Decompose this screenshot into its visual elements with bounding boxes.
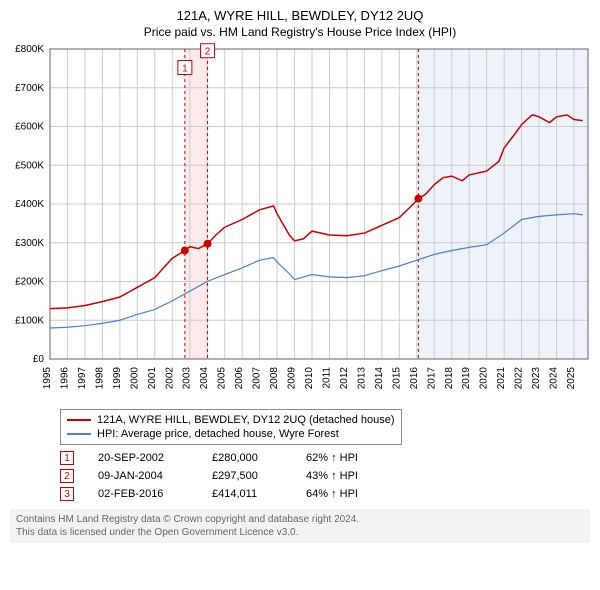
sale-date: 02-FEB-2016 — [98, 488, 188, 500]
chart-title: 121A, WYRE HILL, BEWDLEY, DY12 2UQ — [10, 8, 590, 23]
svg-text:2011: 2011 — [321, 367, 332, 389]
sale-badge: 1 — [60, 451, 74, 465]
svg-text:2005: 2005 — [217, 367, 228, 390]
svg-text:2019: 2019 — [461, 367, 472, 390]
legend-label: 121A, WYRE HILL, BEWDLEY, DY12 2UQ (deta… — [97, 414, 395, 426]
svg-text:£700K: £700K — [15, 83, 44, 94]
sale-row: 3 02-FEB-2016 £414,011 64% ↑ HPI — [60, 485, 590, 503]
footer-line-1: Contains HM Land Registry data © Crown c… — [16, 513, 584, 526]
svg-text:£300K: £300K — [15, 238, 44, 249]
svg-text:2017: 2017 — [426, 367, 437, 390]
svg-text:2021: 2021 — [496, 367, 507, 390]
sale-delta: 43% ↑ HPI — [306, 470, 358, 482]
legend-swatch — [67, 419, 91, 421]
sale-price: £414,011 — [212, 488, 282, 500]
svg-text:2015: 2015 — [391, 367, 402, 390]
svg-text:2001: 2001 — [147, 367, 158, 390]
footer-line-2: This data is licensed under the Open Gov… — [16, 526, 584, 539]
svg-text:£800K: £800K — [15, 44, 44, 55]
sale-row: 2 09-JAN-2004 £297,500 43% ↑ HPI — [60, 467, 590, 485]
svg-text:2018: 2018 — [444, 367, 455, 390]
svg-text:2025: 2025 — [566, 367, 577, 390]
sale-badge: 3 — [60, 487, 74, 501]
svg-text:1997: 1997 — [77, 367, 88, 390]
svg-text:2012: 2012 — [339, 367, 350, 390]
svg-text:2016: 2016 — [409, 367, 420, 390]
line-chart-svg: £0 £100K £200K £300K £400K £500K £600K £700K £80… — [0, 43, 600, 403]
svg-text:2022: 2022 — [514, 367, 525, 390]
svg-text:£0: £0 — [33, 354, 45, 365]
svg-text:2013: 2013 — [356, 367, 367, 390]
svg-text:2020: 2020 — [479, 367, 490, 390]
svg-text:£200K: £200K — [15, 277, 44, 288]
sales-table: 1 20-SEP-2002 £280,000 62% ↑ HPI 2 09-JAN-200… — [60, 449, 590, 503]
svg-text:2009: 2009 — [287, 367, 298, 390]
svg-text:£100K: £100K — [15, 315, 44, 326]
svg-text:1998: 1998 — [94, 367, 105, 390]
sale-delta: 64% ↑ HPI — [306, 488, 358, 500]
sale-price: £297,500 — [212, 470, 282, 482]
svg-text:£600K: £600K — [15, 122, 44, 133]
svg-text:1995: 1995 — [42, 367, 53, 390]
legend-swatch — [67, 433, 91, 435]
svg-text:2003: 2003 — [182, 367, 193, 390]
chart-area: £0 £100K £200K £300K £400K £500K £600K £700K £80… — [0, 43, 600, 403]
svg-text:2024: 2024 — [549, 367, 560, 390]
legend-box: 121A, WYRE HILL, BEWDLEY, DY12 2UQ (deta… — [60, 409, 402, 445]
titles: 121A, WYRE HILL, BEWDLEY, DY12 2UQ Price… — [0, 0, 600, 43]
svg-text:2014: 2014 — [374, 367, 385, 390]
svg-text:2004: 2004 — [199, 367, 210, 390]
svg-text:2023: 2023 — [531, 367, 542, 390]
sale-badge: 2 — [60, 469, 74, 483]
legend-item: 121A, WYRE HILL, BEWDLEY, DY12 2UQ (deta… — [67, 413, 395, 427]
svg-text:2008: 2008 — [269, 367, 280, 390]
sale-date: 09-JAN-2004 — [98, 470, 188, 482]
svg-text:2006: 2006 — [234, 367, 245, 390]
chart-subtitle: Price paid vs. HM Land Registry's House … — [10, 25, 590, 39]
svg-text:1996: 1996 — [59, 367, 70, 390]
svg-text:2: 2 — [205, 47, 211, 58]
svg-text:2010: 2010 — [304, 367, 315, 390]
legend-item: HPI: Average price, detached house, Wyre… — [67, 427, 395, 441]
legend-label: HPI: Average price, detached house, Wyre… — [97, 428, 339, 440]
sale-delta: 62% ↑ HPI — [306, 452, 358, 464]
svg-text:1: 1 — [182, 64, 188, 75]
chart-container: 121A, WYRE HILL, BEWDLEY, DY12 2UQ Price… — [0, 0, 600, 543]
sale-date: 20-SEP-2002 — [98, 452, 188, 464]
svg-text:£500K: £500K — [15, 160, 44, 171]
svg-text:1999: 1999 — [112, 367, 123, 390]
svg-text:2002: 2002 — [164, 367, 175, 390]
svg-text:2007: 2007 — [252, 367, 263, 390]
sale-price: £280,000 — [212, 452, 282, 464]
footer-notice: Contains HM Land Registry data © Crown c… — [10, 509, 590, 543]
svg-text:£400K: £400K — [15, 199, 44, 210]
svg-text:2000: 2000 — [129, 367, 140, 390]
sale-row: 1 20-SEP-2002 £280,000 62% ↑ HPI — [60, 449, 590, 467]
